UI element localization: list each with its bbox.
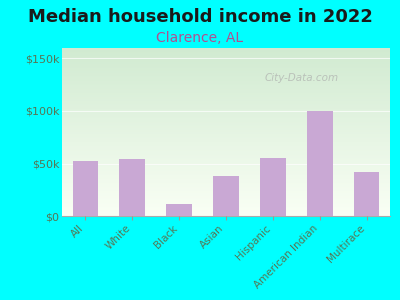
Text: Clarence, AL: Clarence, AL (156, 32, 244, 46)
Bar (354, 172, 380, 216)
Text: City-Data.com: City-Data.com (264, 73, 338, 83)
Bar (213, 176, 239, 216)
Bar (260, 158, 286, 216)
Bar (307, 111, 332, 216)
Text: Median household income in 2022: Median household income in 2022 (28, 8, 372, 26)
Bar (166, 205, 192, 216)
Bar (120, 159, 145, 216)
Bar (72, 161, 98, 216)
